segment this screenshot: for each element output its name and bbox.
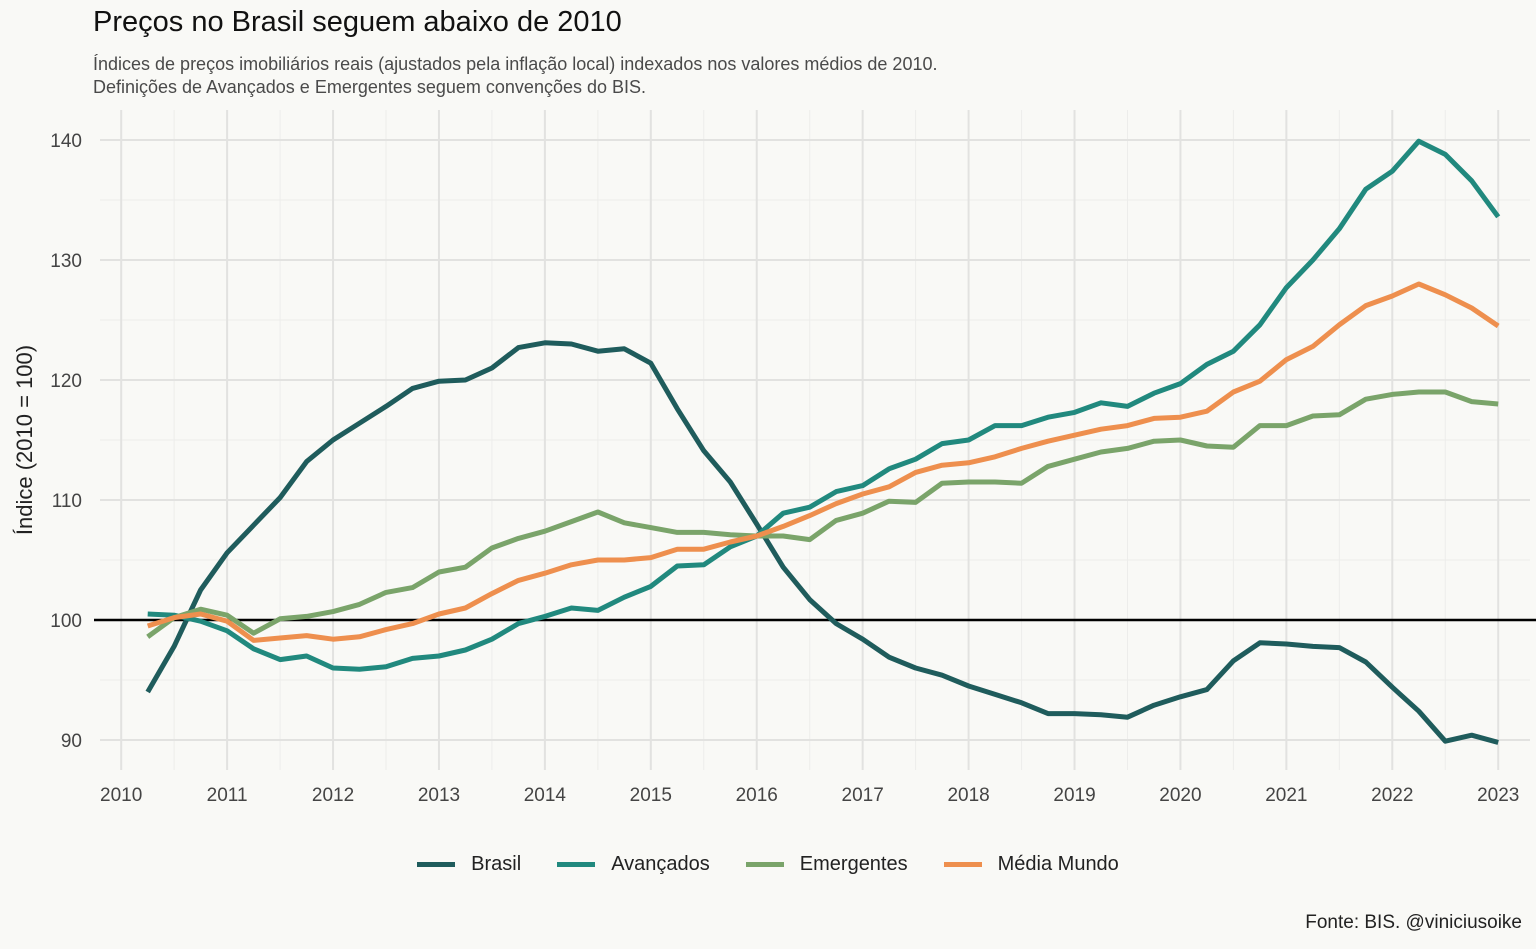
x-tick-label: 2013 <box>418 785 460 806</box>
legend-label-avancados: Avançados <box>611 853 710 875</box>
series-line-brasil <box>145 340 1499 745</box>
legend-key-brasil <box>417 862 456 867</box>
chart-subtitle: Índices de preços imobiliários reais (aj… <box>93 53 937 99</box>
axis-labels: 90 100 110 120 130 140 2010 2011 2012 2013 2014 201… <box>50 131 1519 806</box>
y-tick-label: 110 <box>52 491 82 512</box>
y-axis-title: Índice (2010 = 100) <box>12 345 37 535</box>
chart-legend: Brasil Avançados Emergentes Média Mundo <box>0 853 1536 876</box>
series-lines <box>145 138 1501 745</box>
legend-label-media-mundo: Média Mundo <box>997 853 1119 875</box>
x-tick-label: 2017 <box>842 785 884 806</box>
subtitle-line-1: Índices de preços imobiliários reais (aj… <box>93 54 938 74</box>
x-tick-label: 2014 <box>524 785 567 806</box>
y-tick-label: 90 <box>61 731 82 752</box>
chart-caption: Fonte: BIS. @viniciusoike <box>1305 912 1522 933</box>
series-line-m-dia-mundo <box>146 281 1500 643</box>
x-tick-label: 2022 <box>1371 785 1413 806</box>
y-tick-label: 100 <box>50 611 82 632</box>
x-tick-label: 2016 <box>736 785 778 806</box>
x-tick-label: 2010 <box>100 785 142 806</box>
legend-item-emergentes: Emergentes <box>745 853 908 876</box>
series-line-emergentes <box>146 389 1499 639</box>
x-tick-label: 2018 <box>947 785 989 806</box>
series-line-avan-ados <box>147 138 1501 672</box>
x-tick-label: 2015 <box>630 785 672 806</box>
legend-label-brasil: Brasil <box>471 853 522 875</box>
y-tick-label: 120 <box>50 371 82 392</box>
legend-item-media-mundo: Média Mundo <box>943 853 1119 876</box>
subtitle-line-2: Definições de Avançados e Emergentes seg… <box>93 77 647 97</box>
legend-item-avancados: Avançados <box>557 853 710 876</box>
x-tick-label: 2012 <box>312 785 354 806</box>
grid-lines <box>100 110 1530 770</box>
x-tick-label: 2019 <box>1053 785 1095 806</box>
legend-key-media-mundo <box>943 862 982 867</box>
legend-key-emergentes <box>745 862 784 867</box>
legend-item-brasil: Brasil <box>417 853 521 876</box>
x-tick-label: 2021 <box>1265 785 1307 806</box>
x-tick-label: 2020 <box>1159 785 1201 806</box>
y-tick-label: 130 <box>50 251 82 272</box>
x-tick-label: 2023 <box>1477 785 1519 806</box>
x-tick-label: 2011 <box>207 785 248 806</box>
y-tick-label: 140 <box>50 131 82 152</box>
legend-key-avancados <box>557 862 596 867</box>
chart-title: Preços no Brasil seguem abaixo de 2010 <box>93 6 622 38</box>
legend-label-emergentes: Emergentes <box>799 853 908 875</box>
